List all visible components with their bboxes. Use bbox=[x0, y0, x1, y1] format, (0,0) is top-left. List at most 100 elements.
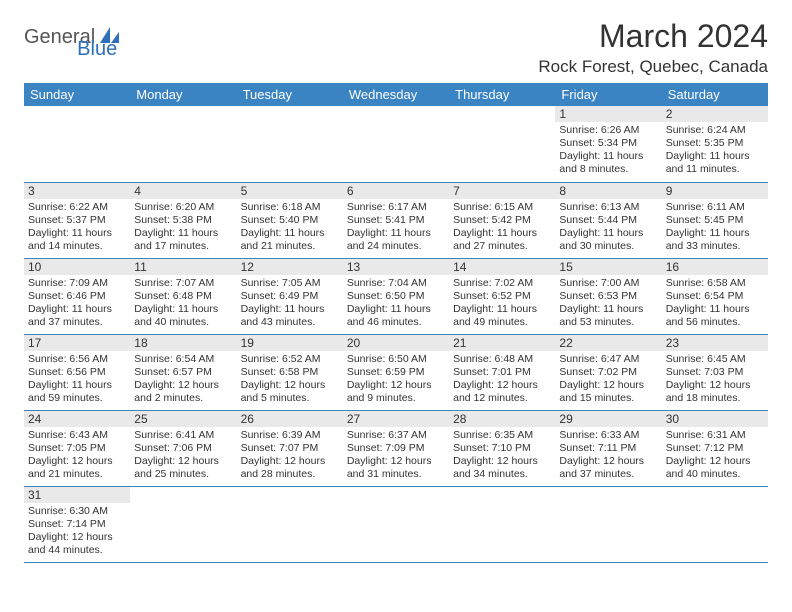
calendar-day-cell: 8Sunrise: 6:13 AMSunset: 5:44 PMDaylight… bbox=[555, 182, 661, 258]
day-number: 7 bbox=[449, 183, 555, 199]
calendar-body: 1Sunrise: 6:26 AMSunset: 5:34 PMDaylight… bbox=[24, 106, 768, 562]
day-number: 26 bbox=[237, 411, 343, 427]
day-number: 24 bbox=[24, 411, 130, 427]
day-content: Sunrise: 7:05 AMSunset: 6:49 PMDaylight:… bbox=[237, 275, 343, 332]
day-number: 11 bbox=[130, 259, 236, 275]
calendar-day-cell: 5Sunrise: 6:18 AMSunset: 5:40 PMDaylight… bbox=[237, 182, 343, 258]
day-content: Sunrise: 6:50 AMSunset: 6:59 PMDaylight:… bbox=[343, 351, 449, 408]
day-content: Sunrise: 6:22 AMSunset: 5:37 PMDaylight:… bbox=[24, 199, 130, 256]
calendar-day-cell: 3Sunrise: 6:22 AMSunset: 5:37 PMDaylight… bbox=[24, 182, 130, 258]
calendar-day-cell: 7Sunrise: 6:15 AMSunset: 5:42 PMDaylight… bbox=[449, 182, 555, 258]
calendar-day-cell bbox=[555, 486, 661, 562]
day-number: 18 bbox=[130, 335, 236, 351]
day-content: Sunrise: 6:52 AMSunset: 6:58 PMDaylight:… bbox=[237, 351, 343, 408]
logo: General Blue bbox=[24, 18, 165, 49]
calendar-week-row: 17Sunrise: 6:56 AMSunset: 6:56 PMDayligh… bbox=[24, 334, 768, 410]
day-number: 22 bbox=[555, 335, 661, 351]
weekday-header: Tuesday bbox=[237, 83, 343, 106]
day-content: Sunrise: 7:04 AMSunset: 6:50 PMDaylight:… bbox=[343, 275, 449, 332]
day-number: 16 bbox=[662, 259, 768, 275]
day-content: Sunrise: 6:43 AMSunset: 7:05 PMDaylight:… bbox=[24, 427, 130, 484]
day-content: Sunrise: 6:35 AMSunset: 7:10 PMDaylight:… bbox=[449, 427, 555, 484]
calendar-day-cell: 28Sunrise: 6:35 AMSunset: 7:10 PMDayligh… bbox=[449, 410, 555, 486]
calendar-day-cell: 11Sunrise: 7:07 AMSunset: 6:48 PMDayligh… bbox=[130, 258, 236, 334]
day-number: 3 bbox=[24, 183, 130, 199]
day-number: 2 bbox=[662, 106, 768, 122]
day-number: 20 bbox=[343, 335, 449, 351]
day-content: Sunrise: 7:02 AMSunset: 6:52 PMDaylight:… bbox=[449, 275, 555, 332]
calendar-day-cell bbox=[449, 486, 555, 562]
day-content: Sunrise: 6:45 AMSunset: 7:03 PMDaylight:… bbox=[662, 351, 768, 408]
calendar-day-cell: 23Sunrise: 6:45 AMSunset: 7:03 PMDayligh… bbox=[662, 334, 768, 410]
day-number: 6 bbox=[343, 183, 449, 199]
day-content: Sunrise: 7:09 AMSunset: 6:46 PMDaylight:… bbox=[24, 275, 130, 332]
day-content: Sunrise: 6:17 AMSunset: 5:41 PMDaylight:… bbox=[343, 199, 449, 256]
calendar-day-cell: 21Sunrise: 6:48 AMSunset: 7:01 PMDayligh… bbox=[449, 334, 555, 410]
calendar-week-row: 31Sunrise: 6:30 AMSunset: 7:14 PMDayligh… bbox=[24, 486, 768, 562]
calendar-day-cell bbox=[130, 486, 236, 562]
calendar-day-cell bbox=[449, 106, 555, 182]
calendar-day-cell: 16Sunrise: 6:58 AMSunset: 6:54 PMDayligh… bbox=[662, 258, 768, 334]
calendar-week-row: 24Sunrise: 6:43 AMSunset: 7:05 PMDayligh… bbox=[24, 410, 768, 486]
calendar-day-cell: 25Sunrise: 6:41 AMSunset: 7:06 PMDayligh… bbox=[130, 410, 236, 486]
day-number: 23 bbox=[662, 335, 768, 351]
day-content: Sunrise: 6:15 AMSunset: 5:42 PMDaylight:… bbox=[449, 199, 555, 256]
day-content: Sunrise: 6:41 AMSunset: 7:06 PMDaylight:… bbox=[130, 427, 236, 484]
day-content: Sunrise: 7:00 AMSunset: 6:53 PMDaylight:… bbox=[555, 275, 661, 332]
day-content: Sunrise: 6:58 AMSunset: 6:54 PMDaylight:… bbox=[662, 275, 768, 332]
weekday-header: Friday bbox=[555, 83, 661, 106]
month-title: March 2024 bbox=[538, 18, 768, 55]
calendar-day-cell bbox=[662, 486, 768, 562]
calendar-day-cell: 14Sunrise: 7:02 AMSunset: 6:52 PMDayligh… bbox=[449, 258, 555, 334]
day-number: 14 bbox=[449, 259, 555, 275]
day-content: Sunrise: 6:13 AMSunset: 5:44 PMDaylight:… bbox=[555, 199, 661, 256]
calendar-day-cell: 27Sunrise: 6:37 AMSunset: 7:09 PMDayligh… bbox=[343, 410, 449, 486]
day-number: 5 bbox=[237, 183, 343, 199]
header: General Blue March 2024 Rock Forest, Que… bbox=[24, 18, 768, 77]
day-number: 19 bbox=[237, 335, 343, 351]
calendar-table: SundayMondayTuesdayWednesdayThursdayFrid… bbox=[24, 83, 768, 563]
day-number: 25 bbox=[130, 411, 236, 427]
day-number: 27 bbox=[343, 411, 449, 427]
day-number: 13 bbox=[343, 259, 449, 275]
weekday-header-row: SundayMondayTuesdayWednesdayThursdayFrid… bbox=[24, 83, 768, 106]
day-content: Sunrise: 6:24 AMSunset: 5:35 PMDaylight:… bbox=[662, 122, 768, 179]
day-number: 10 bbox=[24, 259, 130, 275]
day-content: Sunrise: 6:47 AMSunset: 7:02 PMDaylight:… bbox=[555, 351, 661, 408]
day-number: 30 bbox=[662, 411, 768, 427]
day-number: 8 bbox=[555, 183, 661, 199]
day-number: 28 bbox=[449, 411, 555, 427]
calendar-day-cell: 22Sunrise: 6:47 AMSunset: 7:02 PMDayligh… bbox=[555, 334, 661, 410]
calendar-day-cell: 12Sunrise: 7:05 AMSunset: 6:49 PMDayligh… bbox=[237, 258, 343, 334]
calendar-day-cell bbox=[237, 486, 343, 562]
day-number: 29 bbox=[555, 411, 661, 427]
calendar-week-row: 3Sunrise: 6:22 AMSunset: 5:37 PMDaylight… bbox=[24, 182, 768, 258]
weekday-header: Thursday bbox=[449, 83, 555, 106]
calendar-day-cell: 24Sunrise: 6:43 AMSunset: 7:05 PMDayligh… bbox=[24, 410, 130, 486]
calendar-day-cell: 20Sunrise: 6:50 AMSunset: 6:59 PMDayligh… bbox=[343, 334, 449, 410]
weekday-header: Monday bbox=[130, 83, 236, 106]
weekday-header: Sunday bbox=[24, 83, 130, 106]
calendar-week-row: 10Sunrise: 7:09 AMSunset: 6:46 PMDayligh… bbox=[24, 258, 768, 334]
day-content: Sunrise: 6:39 AMSunset: 7:07 PMDaylight:… bbox=[237, 427, 343, 484]
calendar-day-cell: 18Sunrise: 6:54 AMSunset: 6:57 PMDayligh… bbox=[130, 334, 236, 410]
weekday-header: Wednesday bbox=[343, 83, 449, 106]
calendar-day-cell: 26Sunrise: 6:39 AMSunset: 7:07 PMDayligh… bbox=[237, 410, 343, 486]
day-number: 9 bbox=[662, 183, 768, 199]
day-number: 4 bbox=[130, 183, 236, 199]
calendar-day-cell bbox=[130, 106, 236, 182]
weekday-header: Saturday bbox=[662, 83, 768, 106]
day-number: 31 bbox=[24, 487, 130, 503]
day-content: Sunrise: 6:56 AMSunset: 6:56 PMDaylight:… bbox=[24, 351, 130, 408]
calendar-day-cell bbox=[343, 106, 449, 182]
day-content: Sunrise: 6:48 AMSunset: 7:01 PMDaylight:… bbox=[449, 351, 555, 408]
day-number: 12 bbox=[237, 259, 343, 275]
calendar-day-cell: 15Sunrise: 7:00 AMSunset: 6:53 PMDayligh… bbox=[555, 258, 661, 334]
day-content: Sunrise: 6:11 AMSunset: 5:45 PMDaylight:… bbox=[662, 199, 768, 256]
day-content: Sunrise: 6:54 AMSunset: 6:57 PMDaylight:… bbox=[130, 351, 236, 408]
calendar-day-cell: 19Sunrise: 6:52 AMSunset: 6:58 PMDayligh… bbox=[237, 334, 343, 410]
calendar-day-cell: 13Sunrise: 7:04 AMSunset: 6:50 PMDayligh… bbox=[343, 258, 449, 334]
calendar-day-cell: 1Sunrise: 6:26 AMSunset: 5:34 PMDaylight… bbox=[555, 106, 661, 182]
calendar-day-cell: 4Sunrise: 6:20 AMSunset: 5:38 PMDaylight… bbox=[130, 182, 236, 258]
day-content: Sunrise: 6:30 AMSunset: 7:14 PMDaylight:… bbox=[24, 503, 130, 560]
